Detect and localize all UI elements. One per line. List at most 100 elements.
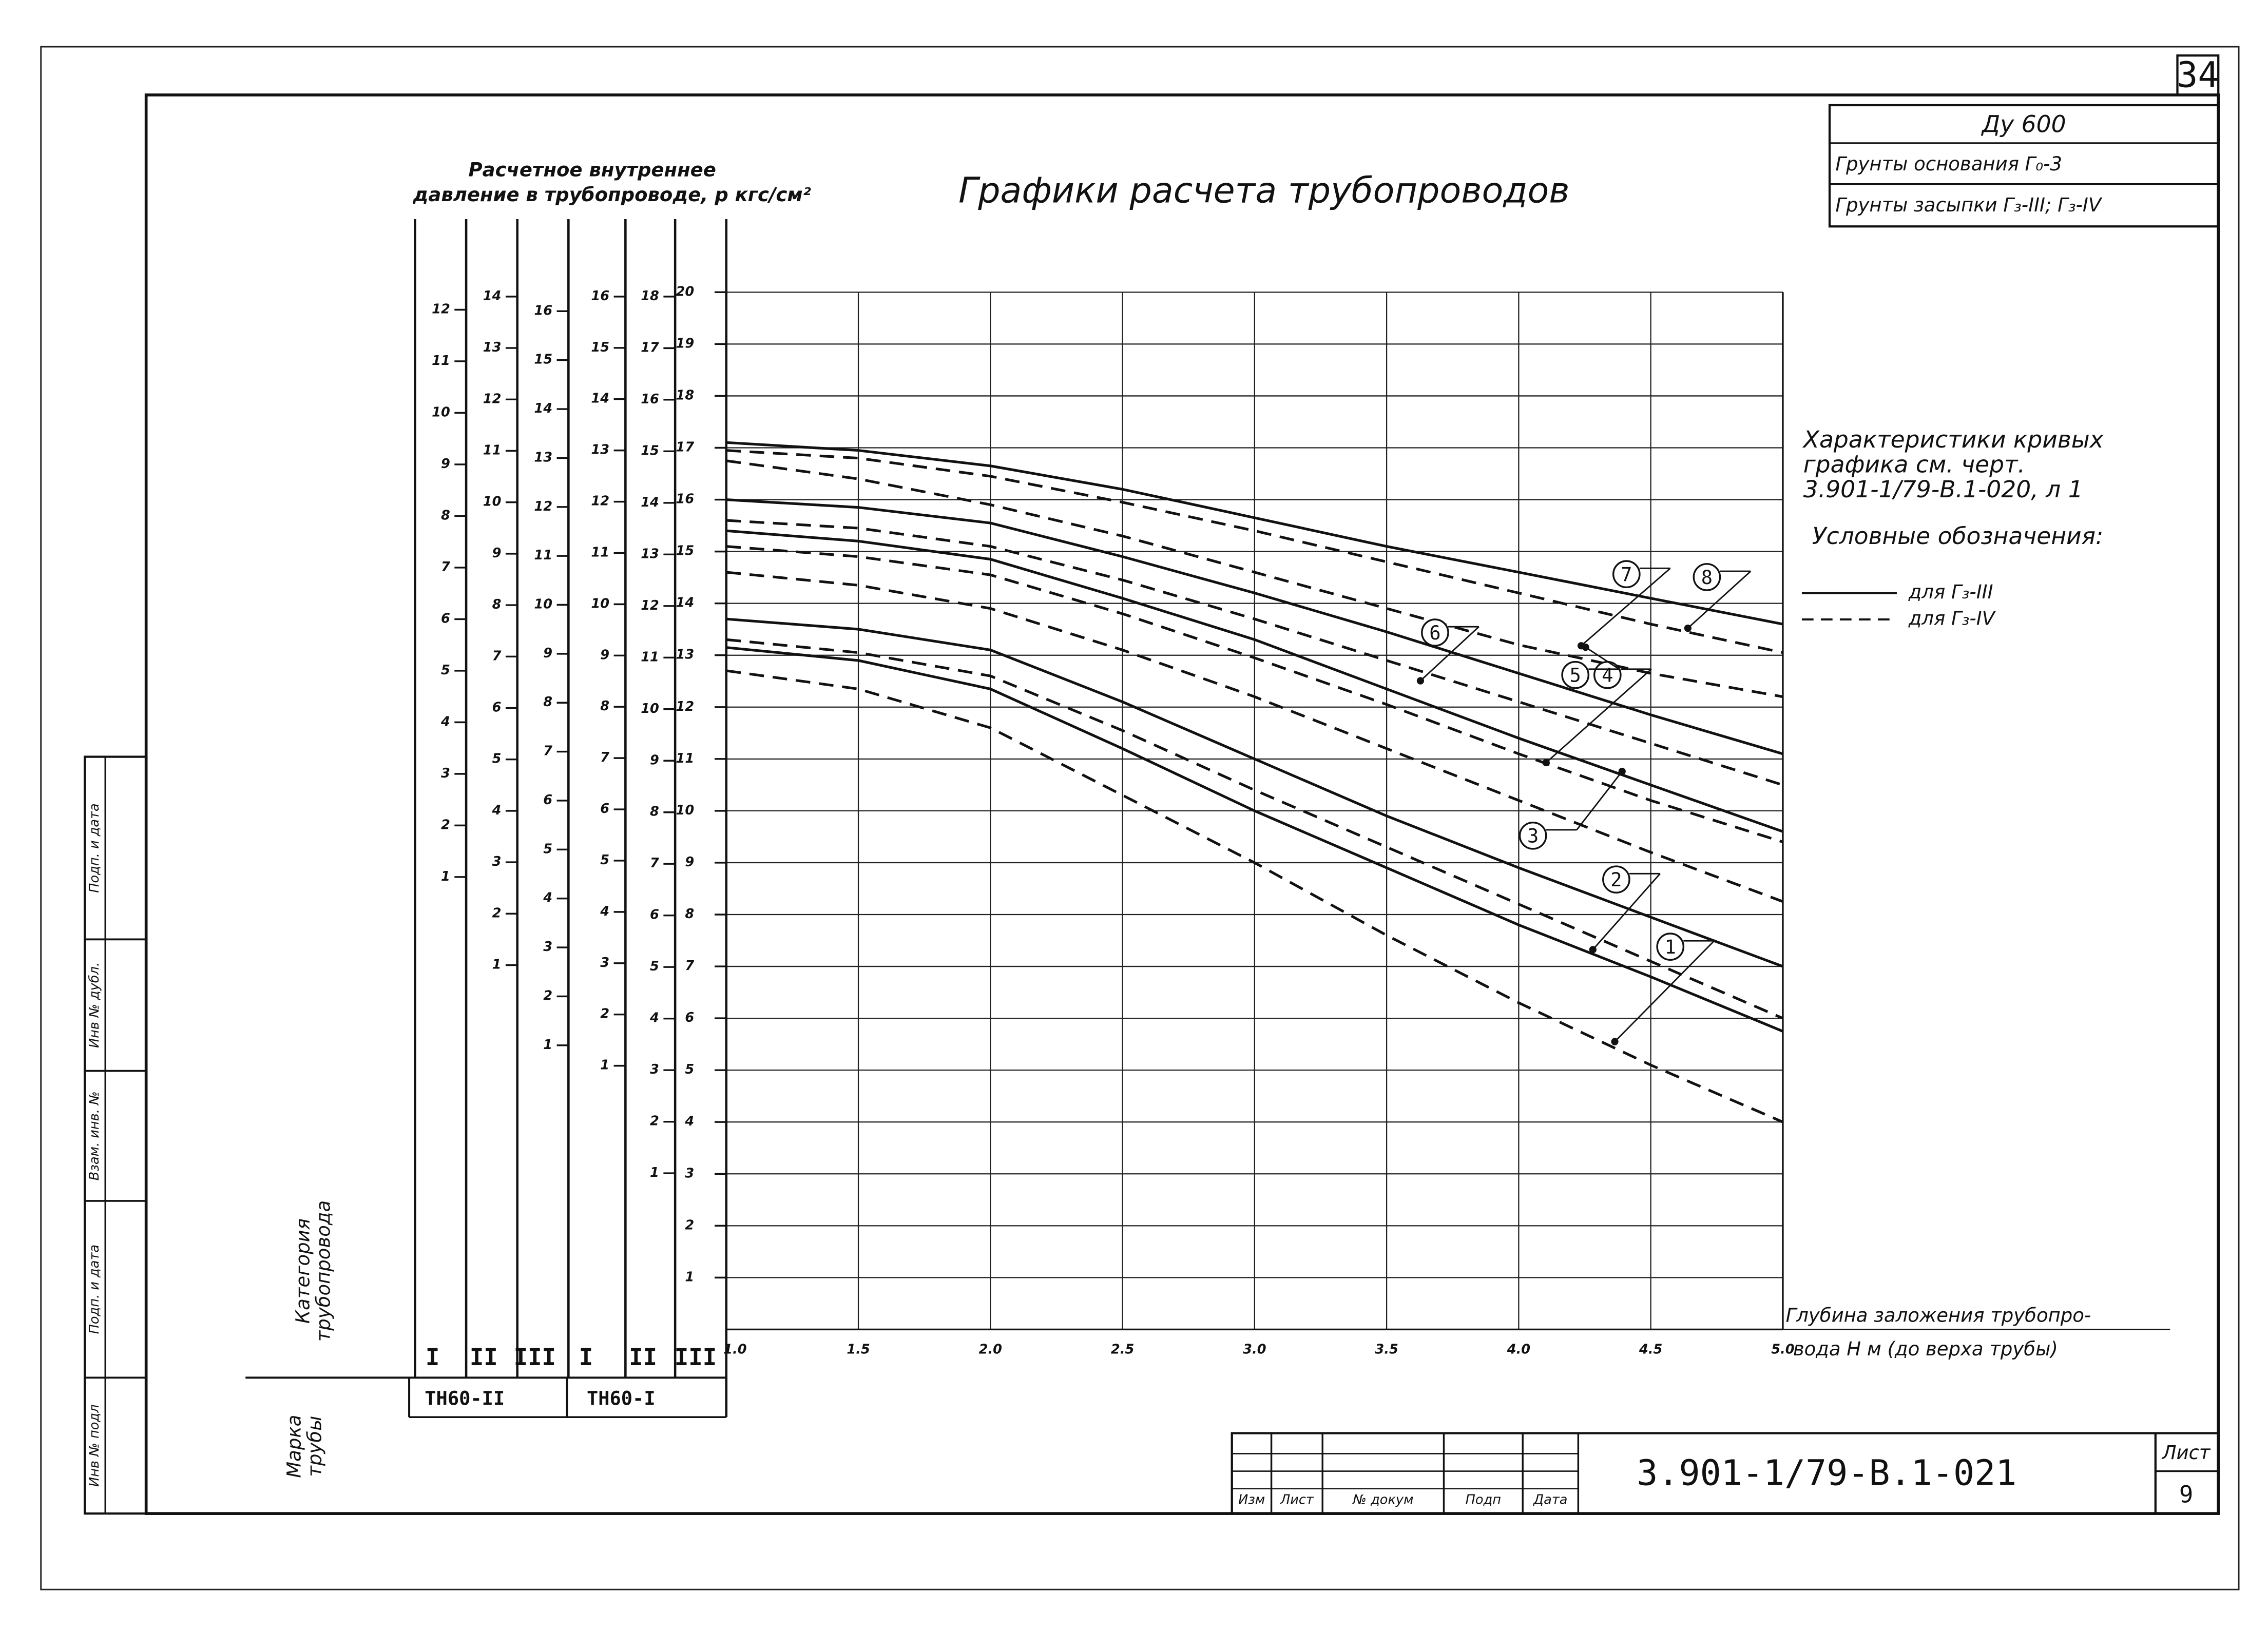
y-tick-label: 9: [685, 855, 694, 870]
stamp-box: [1828, 104, 2220, 228]
scale-tick-label: 1: [543, 1037, 552, 1053]
scale-tick-label: 11: [432, 353, 450, 368]
y-tick-label: 18: [676, 387, 695, 403]
margin-stamp-box: [83, 755, 147, 1515]
scale-tick-label: 9: [650, 752, 659, 768]
callout-dot: [1684, 624, 1692, 632]
y-tick-label: 16: [676, 492, 695, 507]
scale-tick-label: 16: [641, 392, 659, 407]
callout-circle: [1561, 661, 1590, 689]
callout-dot: [1577, 642, 1585, 650]
callout-leader: [1581, 568, 1671, 647]
label: Подп. и дата: [87, 1245, 102, 1334]
scale-tick-label: 12: [483, 391, 502, 406]
scale-tick-label: 11: [483, 442, 502, 458]
inner-frame: [144, 93, 2220, 1515]
y-tick-label: 7: [685, 958, 694, 974]
scale-tick-label: 13: [641, 546, 659, 561]
label: давление в трубопроводе, р кгс/см²: [413, 184, 811, 206]
callout-leader: [1585, 646, 1620, 670]
scale-tick-label: 8: [543, 694, 552, 710]
curve: [726, 638, 1783, 1020]
scale-tick-label: 10: [432, 404, 450, 420]
label: Инв № подл: [87, 1405, 102, 1487]
label: трубы: [303, 1416, 325, 1477]
scale-tick-label: 6: [441, 611, 450, 626]
label: ТН60-I: [587, 1388, 656, 1410]
scale-tick-label: 17: [641, 340, 659, 355]
callout-circle: [1693, 563, 1721, 591]
scale-tick-label: 9: [492, 546, 502, 561]
label: Подп. и дата: [87, 803, 102, 892]
label: трубопровода: [312, 1200, 334, 1342]
scale-tick-label: 9: [600, 647, 609, 663]
scale-tick-label: 5: [650, 959, 659, 974]
callout-dot: [1416, 677, 1425, 685]
scale-tick-label: 14: [483, 288, 502, 304]
scale-tick-label: 4: [492, 803, 502, 818]
scale-tick-label: 14: [641, 495, 659, 510]
y-tick-label: 10: [676, 803, 695, 818]
scale-tick-label: 13: [534, 450, 552, 465]
scale-tick-label: 2: [492, 905, 502, 921]
scale-tick-label: 11: [591, 545, 609, 560]
scale-tick-label: 6: [543, 792, 552, 808]
curve: [726, 519, 1783, 786]
label: для Г₃-III: [1908, 581, 1993, 603]
curve-label: 4: [1602, 664, 1613, 686]
label: III: [514, 1344, 556, 1371]
label: Лист: [1280, 1492, 1314, 1508]
scale-tick-label: 16: [591, 288, 609, 304]
y-tick-label: 4: [684, 1114, 694, 1129]
scale-tick-label: 3: [441, 766, 450, 781]
label: вода Н м (до верха трубы): [1793, 1338, 2058, 1360]
label: III: [675, 1344, 717, 1371]
scale-tick-label: 12: [641, 598, 659, 613]
curve: [726, 498, 1783, 755]
scale-tick-label: 7: [600, 750, 609, 765]
label: Грунты засыпки Г₃-III; Г₃-IV: [1835, 194, 2102, 216]
label: 3.901-1/79-В.1-021: [1637, 1453, 2016, 1494]
y-tick-label: 20: [676, 284, 695, 299]
scale-tick-label: 6: [492, 700, 502, 715]
curve: [726, 545, 1783, 843]
scale-tick-label: 9: [543, 646, 552, 661]
scale-tick-label: 14: [534, 401, 552, 416]
scale-tick-label: 1: [441, 869, 450, 884]
x-tick-label: 3.0: [1243, 1342, 1266, 1357]
scale-tick-label: 1: [650, 1165, 659, 1180]
label: 34: [2177, 55, 2219, 95]
label: Расчетное внутреннее: [468, 159, 716, 181]
callout-circle: [1519, 821, 1547, 850]
callout-circle: [1656, 933, 1685, 961]
scale-tick-label: 3: [492, 854, 502, 869]
callout-leader: [1614, 940, 1715, 1042]
label: Изм: [1238, 1492, 1265, 1508]
scale-tick-label: 15: [591, 340, 609, 355]
scale-tick-label: 18: [641, 288, 659, 304]
y-tick-label: 17: [676, 439, 695, 455]
scale-tick-label: 4: [600, 904, 609, 919]
label: Инв № дубл.: [87, 962, 102, 1048]
callout-leader: [1545, 668, 1652, 764]
curve-label: 5: [1570, 664, 1581, 686]
callout-circle: [1612, 560, 1641, 589]
scale-tick-label: 3: [600, 955, 609, 970]
x-tick-label: 4.5: [1639, 1342, 1662, 1357]
callout-dot: [1542, 759, 1550, 767]
scale-tick-label: 4: [543, 890, 552, 906]
x-tick-label: 2.0: [979, 1342, 1002, 1357]
curve: [726, 669, 1783, 1123]
y-tick-label: 2: [685, 1217, 694, 1233]
callout-leader: [1687, 570, 1752, 629]
scale-tick-label: 10: [483, 494, 502, 510]
label: Ду 600: [1981, 110, 2066, 138]
scale-tick-label: 8: [600, 698, 609, 714]
callout-leader: [1419, 626, 1479, 682]
y-tick-label: 13: [676, 647, 695, 663]
callout-circle: [1602, 865, 1630, 894]
scale-tick-label: 10: [641, 701, 659, 716]
label: Условные обозначения:: [1812, 522, 2103, 550]
label: Дата: [1533, 1492, 1567, 1508]
